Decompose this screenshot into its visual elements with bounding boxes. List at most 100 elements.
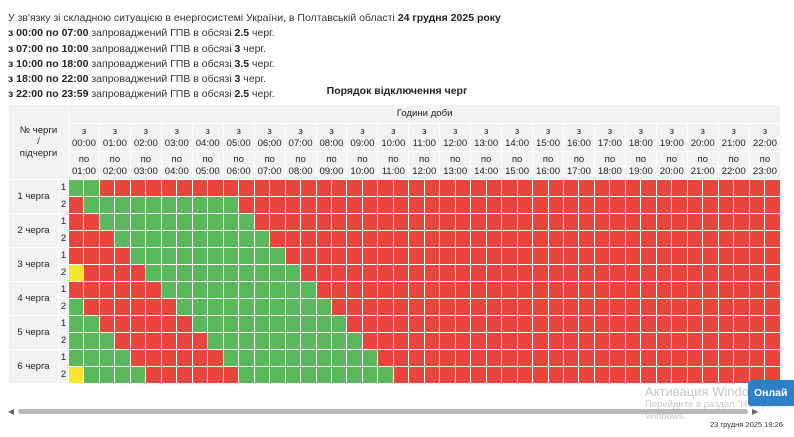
schedule-cell-off <box>702 298 719 316</box>
schedule-cell-off <box>764 196 782 214</box>
schedule-cell-on <box>67 349 85 367</box>
schedule-cell-off <box>516 281 534 299</box>
schedule-cell-on <box>238 230 255 248</box>
hour-from: з 09:00 <box>346 123 379 152</box>
intro-lead: У зв'язку зі складною ситуацією в енерго… <box>8 12 501 24</box>
schedule-cell-off <box>562 179 580 197</box>
schedule-cell-off <box>485 247 503 265</box>
subqueue-label: 1 <box>58 281 69 299</box>
horizontal-scrollbar[interactable]: ◀ ▶ <box>8 405 788 419</box>
intro-line-unit: черг. <box>249 57 275 70</box>
hour-from-word: з <box>205 126 210 137</box>
schedule-cell-off <box>392 315 410 333</box>
schedule-cell-may <box>67 264 85 282</box>
hour-to: по 23:00 <box>748 151 782 180</box>
schedule-cell-off <box>671 315 688 333</box>
scroll-left-arrow-icon[interactable]: ◀ <box>8 407 15 416</box>
hour-to: по 06:00 <box>222 151 255 180</box>
schedule-cell-off <box>593 179 611 197</box>
hour-to-time: 10:00 <box>350 165 375 177</box>
schedule-cell-off <box>562 264 580 282</box>
hour-to-time: 08:00 <box>288 165 313 177</box>
schedule-cell-on <box>114 213 131 231</box>
schedule-cell-off <box>439 349 456 367</box>
hour-from: з 08:00 <box>315 123 348 152</box>
schedule-cell-off <box>532 179 549 197</box>
schedule-cell-off <box>346 247 363 265</box>
schedule-cell-off <box>501 230 518 248</box>
schedule-cell-off <box>547 315 565 333</box>
schedule-cell-off <box>609 332 626 350</box>
schedule-cell-off <box>764 349 782 367</box>
schedule-cell-off <box>532 281 549 299</box>
schedule-cell-on <box>315 315 332 333</box>
schedule-cell-on <box>176 281 193 299</box>
hour-from-time: 09:00 <box>350 137 375 149</box>
schedule-cell-off <box>67 247 85 265</box>
schedule-cell-on <box>269 264 286 282</box>
hour-to-word: по <box>233 154 244 165</box>
schedule-cell-off <box>284 213 302 231</box>
schedule-cell-off <box>516 179 534 197</box>
schedule-cell-off <box>346 298 363 316</box>
schedule-cell-off <box>547 298 565 316</box>
schedule-cell-off <box>129 264 147 282</box>
schedule-cell-off <box>470 332 487 350</box>
scroll-right-arrow-icon[interactable]: ▶ <box>752 407 759 416</box>
schedule-cell-on <box>238 247 255 265</box>
schedule-cell-off <box>609 281 626 299</box>
schedule-cell-off <box>67 281 85 299</box>
schedule-cell-off <box>655 366 673 384</box>
schedule-cell-off <box>547 366 565 384</box>
schedule-cell-off <box>470 247 487 265</box>
schedule-cell-on <box>253 264 271 282</box>
schedule-cell-on <box>129 230 147 248</box>
hour-from: з 05:00 <box>222 123 255 152</box>
schedule-cell-off <box>408 196 425 214</box>
schedule-cell-on <box>191 230 209 248</box>
schedule-cell-off <box>315 179 332 197</box>
schedule-cell-off <box>361 281 379 299</box>
schedule-cell-off <box>300 247 317 265</box>
schedule-cell-off <box>593 315 611 333</box>
schedule-cell-on <box>67 298 85 316</box>
scroll-thumb[interactable] <box>18 409 748 414</box>
schedule-cell-on <box>98 366 116 384</box>
hour-from: з 03:00 <box>160 123 193 152</box>
schedule-cell-off <box>129 349 147 367</box>
schedule-cell-off <box>764 213 782 231</box>
schedule-cell-off <box>114 264 131 282</box>
schedule-cell-on <box>284 366 302 384</box>
schedule-cell-on <box>238 332 255 350</box>
schedule-cell-off <box>764 179 782 197</box>
schedule-cell-off <box>516 298 534 316</box>
schedule-cell-off <box>547 247 565 265</box>
hour-to-word: по <box>449 154 461 165</box>
schedule-cell-on <box>176 247 193 265</box>
schedule-cell-off <box>361 213 379 231</box>
schedule-cell-on <box>176 264 193 282</box>
schedule-cell-off <box>454 179 472 197</box>
intro-lines: з 00:00 по 07:00 запроваджений ГПВ в обс… <box>8 26 501 102</box>
intro-date: 24 грудня 2025 року <box>397 12 501 24</box>
intro-line-text: запроваджений ГПВ в обсязі <box>88 88 235 101</box>
hour-to-time: 02:00 <box>102 165 127 177</box>
schedule-cell-off <box>501 281 518 299</box>
schedule-cell-off <box>686 247 704 265</box>
hour-from-word: з <box>422 126 427 137</box>
intro-line: з 18:00 по 22:00 запроваджений ГПВ в обс… <box>8 72 501 87</box>
schedule-cell-off <box>98 230 116 248</box>
schedule-cell-off <box>764 264 782 282</box>
hour-to-word: по <box>264 154 275 165</box>
intro-line-unit: черг. <box>240 42 266 55</box>
schedule-cell-off <box>733 213 750 231</box>
online-chat-button[interactable]: Онлай <box>748 380 794 406</box>
schedule-cell-off <box>547 281 565 299</box>
hour-from: з 00:00 <box>68 123 100 152</box>
schedule-cell-off <box>686 281 704 299</box>
schedule-cell-off <box>114 247 131 265</box>
taskbar-datetime: 23 грудня 2025 19:26 <box>710 420 783 429</box>
schedule-cell-off <box>361 196 379 214</box>
schedule-cell-off <box>764 281 782 299</box>
schedule-cell-off <box>578 366 595 384</box>
